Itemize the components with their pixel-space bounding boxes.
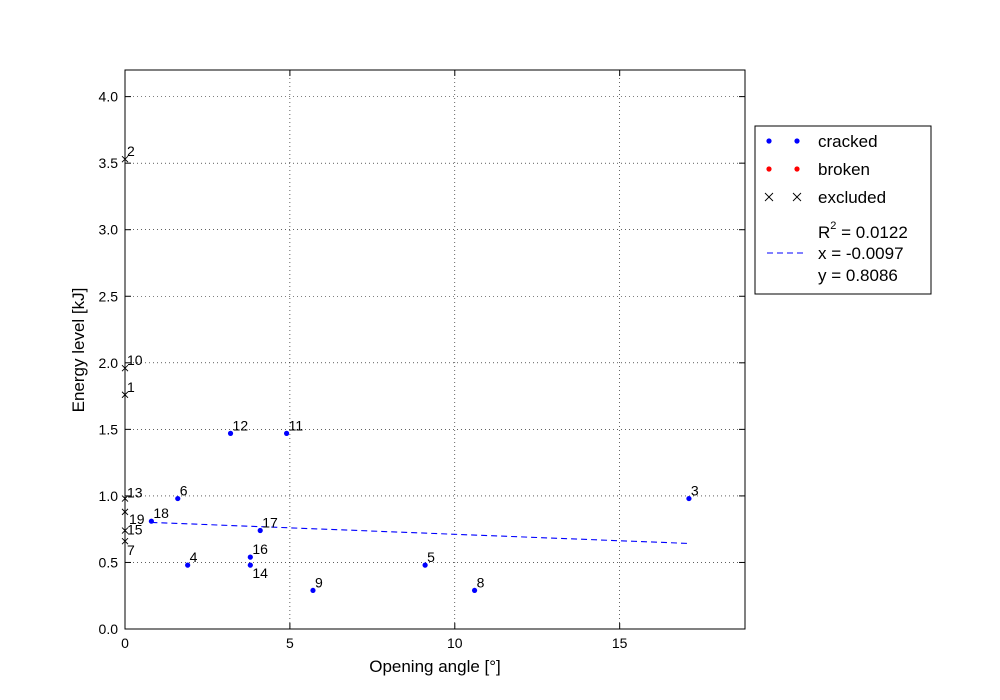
y-tick-label: 2.0 bbox=[99, 355, 119, 371]
legend-label-cracked: cracked bbox=[818, 132, 878, 151]
cracked-point bbox=[175, 495, 181, 502]
cracked-point bbox=[247, 562, 253, 568]
x-axis-label: Opening angle [°] bbox=[369, 657, 501, 676]
legend-marker-excluded bbox=[764, 192, 774, 202]
legend-label-broken: broken bbox=[818, 160, 870, 179]
point-label: 8 bbox=[477, 574, 485, 590]
point-label: 3 bbox=[691, 483, 699, 499]
y-tick-label: 0.5 bbox=[99, 554, 119, 570]
cracked-point bbox=[422, 562, 428, 568]
cracked-point bbox=[686, 495, 692, 502]
point-label: 13 bbox=[127, 485, 143, 501]
point-label: 7 bbox=[127, 542, 135, 558]
plot-frame bbox=[124, 69, 746, 630]
point-label: 12 bbox=[233, 417, 249, 433]
legend-marker-broken bbox=[794, 166, 800, 172]
cracked-point bbox=[471, 587, 478, 594]
point-label: 9 bbox=[315, 574, 323, 590]
x-tick-label: 0 bbox=[121, 635, 129, 651]
cracked-point bbox=[310, 587, 316, 594]
y-tick-label: 2.5 bbox=[99, 288, 119, 304]
fit-line-group bbox=[151, 521, 689, 545]
point-label: 10 bbox=[127, 352, 143, 368]
point-label: 18 bbox=[153, 505, 169, 521]
legend-marker-broken bbox=[766, 166, 772, 172]
y-tick-label: 0.0 bbox=[99, 621, 119, 637]
legend-label-excluded: excluded bbox=[818, 188, 886, 207]
y-tick-label: 3.0 bbox=[99, 222, 119, 238]
y-tick-label: 4.0 bbox=[99, 89, 119, 105]
legend-box bbox=[754, 125, 932, 295]
point-label: 14 bbox=[252, 565, 268, 581]
point-label: 15 bbox=[127, 522, 143, 538]
x-tick-label: 15 bbox=[612, 635, 628, 651]
grid bbox=[124, 70, 745, 630]
point-label: 6 bbox=[180, 483, 188, 499]
legend-marker-cracked bbox=[766, 138, 772, 144]
legend-fit-equation: x = -0.0097 bbox=[818, 244, 904, 263]
y-axis-label: Energy level [kJ] bbox=[69, 288, 88, 413]
legend-r-squared: R2 = 0.0122 bbox=[818, 220, 908, 242]
legend: cracked broken excluded R2 = 0.0122 x = -0.0… bbox=[754, 125, 932, 295]
point-label: 19 bbox=[129, 511, 145, 527]
x-tick-label: 5 bbox=[286, 635, 294, 651]
cracked-point bbox=[283, 430, 290, 436]
point-label: 11 bbox=[289, 417, 304, 433]
cracked-point bbox=[227, 430, 234, 436]
fit-line bbox=[151, 521, 689, 545]
y-tick-label: 1.0 bbox=[99, 488, 119, 504]
cracked-point bbox=[185, 562, 191, 568]
point-label: 16 bbox=[252, 541, 268, 557]
point-label: 4 bbox=[190, 549, 198, 565]
cracked-point bbox=[257, 527, 263, 534]
legend-fit-equation: y = 0.8086 bbox=[818, 266, 898, 285]
y-tick-label: 3.5 bbox=[99, 155, 119, 171]
point-label: 17 bbox=[262, 515, 278, 531]
cracked-point bbox=[247, 554, 253, 560]
legend-marker-excluded bbox=[792, 192, 802, 202]
point-label: 2 bbox=[127, 143, 135, 159]
point-label: 1 bbox=[127, 379, 135, 395]
x-tick-label: 10 bbox=[447, 635, 463, 651]
point-label: 5 bbox=[427, 549, 435, 565]
cracked-point bbox=[148, 518, 154, 524]
y-tick-label: 1.5 bbox=[99, 421, 119, 437]
axis-ticks: 0 5 10 150.00.51.01.52.02.53.03.54.0 bbox=[99, 70, 745, 651]
legend-marker-cracked bbox=[794, 138, 800, 144]
